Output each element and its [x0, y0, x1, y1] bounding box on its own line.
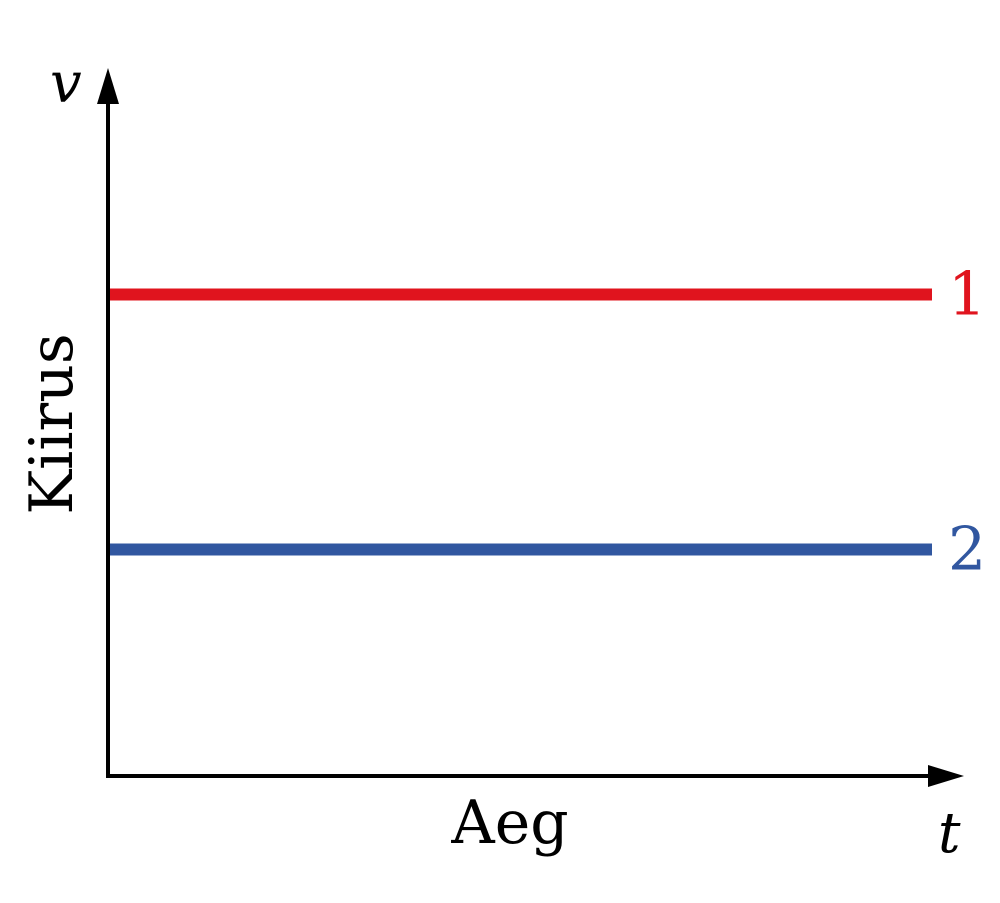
y-axis-arrow: [97, 68, 119, 104]
series-label-2: 2: [948, 514, 986, 584]
x-axis-label: Aeg: [450, 788, 568, 858]
x-axis-arrow: [928, 765, 964, 787]
y-axis-symbol: v: [50, 51, 82, 116]
series-layer: 12: [110, 260, 986, 584]
y-axis-label: Kiirus: [17, 333, 87, 514]
series-label-1: 1: [948, 260, 986, 330]
x-axis-symbol: t: [938, 801, 961, 866]
